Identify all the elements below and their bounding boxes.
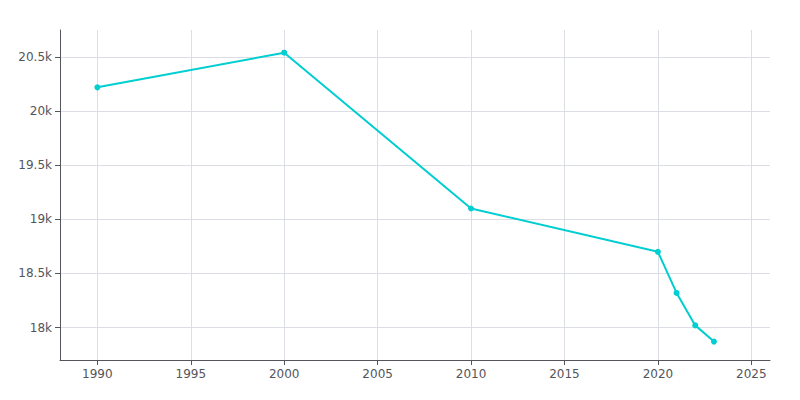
svg-text:18k: 18k	[30, 321, 52, 335]
svg-text:20k: 20k	[30, 104, 52, 118]
svg-text:1990: 1990	[82, 367, 113, 381]
svg-text:19.5k: 19.5k	[18, 158, 52, 172]
svg-text:1995: 1995	[176, 367, 207, 381]
svg-text:2005: 2005	[362, 367, 393, 381]
svg-text:2000: 2000	[269, 367, 300, 381]
svg-text:18.5k: 18.5k	[18, 266, 52, 280]
svg-text:20.5k: 20.5k	[18, 50, 52, 64]
svg-text:2015: 2015	[549, 367, 580, 381]
svg-text:19k: 19k	[30, 212, 52, 226]
svg-text:2020: 2020	[643, 367, 674, 381]
svg-text:2025: 2025	[736, 367, 767, 381]
svg-text:2010: 2010	[456, 367, 487, 381]
